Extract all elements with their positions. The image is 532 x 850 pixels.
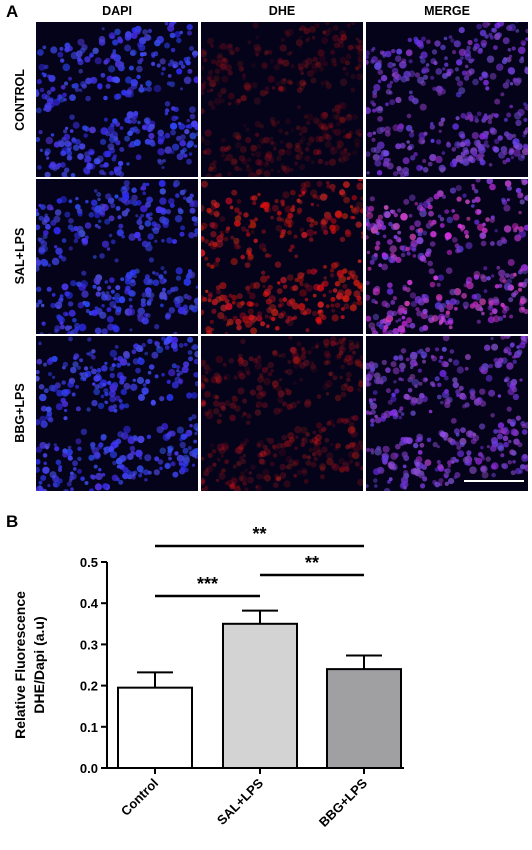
category-label: BBG+LPS <box>316 775 371 830</box>
micrograph-control-dapi <box>36 22 198 177</box>
micrograph-grid <box>36 22 531 494</box>
y-tick-label: 0.2 <box>80 679 98 694</box>
category-label: Control <box>118 776 161 819</box>
micrograph-sal-lps-merge <box>366 179 528 334</box>
row-label-control: CONTROL <box>13 69 27 131</box>
y-tick-label: 0.0 <box>80 761 98 776</box>
panel-b-letter: B <box>6 512 19 531</box>
significance-label: *** <box>197 574 218 594</box>
significance-label: ** <box>252 524 266 544</box>
y-tick-label: 0.1 <box>80 720 98 735</box>
significance-label: ** <box>305 553 319 573</box>
micrograph-control-dhe <box>201 22 363 177</box>
panel-a-letter: A <box>6 2 19 21</box>
bar <box>222 622 298 769</box>
micrograph-sal-lps-dapi <box>36 179 198 334</box>
y-axis-label: DHE/Dapi (a.u) <box>31 616 47 713</box>
row-label-sal-lps: SAL+LPS <box>13 227 27 285</box>
bar-chart: 0.00.10.20.30.40.5 ******* Relative Fluo… <box>12 524 404 830</box>
category-label: SAL+LPS <box>214 775 266 827</box>
micrograph-bbg-lps-dapi <box>36 336 198 491</box>
bar <box>326 668 402 769</box>
scale-bar <box>464 480 524 482</box>
micrograph-control-merge <box>366 22 528 177</box>
column-label-merge: MERGE <box>424 4 470 18</box>
bar <box>117 686 193 769</box>
column-label-dapi: DAPI <box>102 4 132 18</box>
y-axis-label: Relative Fluorescence <box>12 591 28 739</box>
row-label-bbg-lps: BBG+LPS <box>13 383 27 443</box>
micrograph-bbg-lps-merge <box>366 336 528 491</box>
y-tick-label: 0.5 <box>80 555 98 570</box>
micrograph-bbg-lps-dhe <box>201 336 363 491</box>
micrograph-sal-lps-dhe <box>201 179 363 334</box>
y-tick-label: 0.4 <box>80 596 99 611</box>
y-tick-label: 0.3 <box>80 637 98 652</box>
column-label-dhe: DHE <box>268 4 296 18</box>
